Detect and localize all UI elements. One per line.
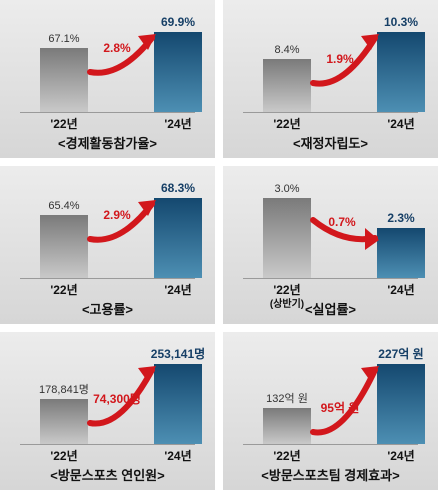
change-label: 95억 원 xyxy=(321,401,360,415)
change-label: 2.9% xyxy=(103,208,131,222)
trend-arrow-head xyxy=(138,34,156,50)
category-label-2022: '22년 xyxy=(273,117,300,131)
bar-2024 xyxy=(154,32,202,112)
change-label: 0.7% xyxy=(328,215,356,229)
value-label-2022: 67.1% xyxy=(48,33,79,45)
bar-2024 xyxy=(154,198,202,278)
chart-panel-4: 3.0% 2.3% 0.7% '22년 '24년 (상반기) <실업률> xyxy=(223,166,438,324)
category-label-2024: '24년 xyxy=(387,283,414,297)
chart-title: <방문스포츠팀 경제효과> xyxy=(261,468,400,483)
change-label: 2.8% xyxy=(103,41,131,55)
chart-panel-1: 67.1% 69.9% 2.8% '22년 '24년 <경제활동참가율> xyxy=(0,0,215,158)
trend-arrow-head xyxy=(365,228,379,250)
value-label-2022: 178,841명 xyxy=(39,383,89,396)
value-label-2022: 65.4% xyxy=(48,200,79,212)
bar-2022 xyxy=(40,215,88,278)
chart-svg: 178,841명 253,141명 74,300명 '22년 '24년 <방문스포츠 연인… xyxy=(20,347,205,483)
category-label-2024: '24년 xyxy=(387,449,414,463)
chart-title: <실업률> xyxy=(305,302,356,317)
chart-title: <방문스포츠 연인원> xyxy=(50,468,165,483)
value-label-2024: 68.3% xyxy=(161,181,195,195)
chart-title: <고용률> xyxy=(82,302,133,317)
value-label-2024: 2.3% xyxy=(387,211,415,225)
trend-arrow-head xyxy=(138,200,156,216)
bar-2022 xyxy=(40,399,88,444)
value-label-2024: 10.3% xyxy=(384,15,418,29)
value-label-2024: 253,141명 xyxy=(151,347,205,361)
category-sublabel-2022: (상반기) xyxy=(270,297,304,310)
category-label-2024: '24년 xyxy=(164,283,191,297)
bar-2022 xyxy=(263,408,311,444)
bar-2022 xyxy=(263,198,311,278)
change-label: 74,300명 xyxy=(93,392,141,406)
value-label-2024: 227억 원 xyxy=(378,347,423,361)
trend-arrow-head xyxy=(361,366,379,382)
value-label-2022: 3.0% xyxy=(274,183,299,195)
chart-svg: 67.1% 69.9% 2.8% '22년 '24년 <경제활동참가율> xyxy=(20,15,202,151)
chart-panel-5: 178,841명 253,141명 74,300명 '22년 '24년 <방문스포츠 연인… xyxy=(0,332,215,490)
category-label-2022: '22년 xyxy=(50,283,77,297)
value-label-2022: 8.4% xyxy=(274,44,299,56)
bar-2022 xyxy=(263,59,311,112)
category-label-2022: '22년 xyxy=(273,283,300,297)
value-label-2022: 132억 원 xyxy=(266,392,308,405)
trend-arrow xyxy=(87,367,155,427)
bar-2024 xyxy=(377,32,425,112)
category-label-2022: '22년 xyxy=(50,117,77,131)
trend-arrow xyxy=(310,35,378,87)
category-label-2024: '24년 xyxy=(164,449,191,463)
chart-svg: 65.4% 68.3% 2.9% '22년 '24년 <고용률> xyxy=(20,181,202,317)
bar-2024 xyxy=(377,364,425,444)
value-label-2024: 69.9% xyxy=(161,15,195,29)
trend-arrow-head xyxy=(361,34,379,50)
category-label-2024: '24년 xyxy=(387,117,414,131)
chart-svg: 132억 원 227억 원 95억 원 '22년 '24년 <방문스포츠팀 경제효과> xyxy=(243,347,425,483)
trend-arrow xyxy=(310,367,378,436)
chart-panel-3: 65.4% 68.3% 2.9% '22년 '24년 <고용률> xyxy=(0,166,215,324)
bar-2024 xyxy=(377,228,425,278)
bar-2022 xyxy=(40,48,88,112)
chart-title: <재정자립도> xyxy=(293,136,368,151)
change-label: 1.9% xyxy=(326,52,354,66)
category-label-2022: '22년 xyxy=(50,449,77,463)
chart-svg: 8.4% 10.3% 1.9% '22년 '24년 <재정자립도> xyxy=(243,15,425,151)
chart-panel-2: 8.4% 10.3% 1.9% '22년 '24년 <재정자립도> xyxy=(223,0,438,158)
category-label-2022: '22년 xyxy=(273,449,300,463)
trend-arrow-head xyxy=(138,366,156,382)
bar-2024 xyxy=(154,364,202,444)
chart-svg: 3.0% 2.3% 0.7% '22년 '24년 (상반기) <실업률> xyxy=(243,183,425,317)
chart-title: <경제활동참가율> xyxy=(58,136,157,151)
category-label-2024: '24년 xyxy=(164,117,191,131)
chart-panel-6: 132억 원 227억 원 95억 원 '22년 '24년 <방문스포츠팀 경제효과> xyxy=(223,332,438,490)
